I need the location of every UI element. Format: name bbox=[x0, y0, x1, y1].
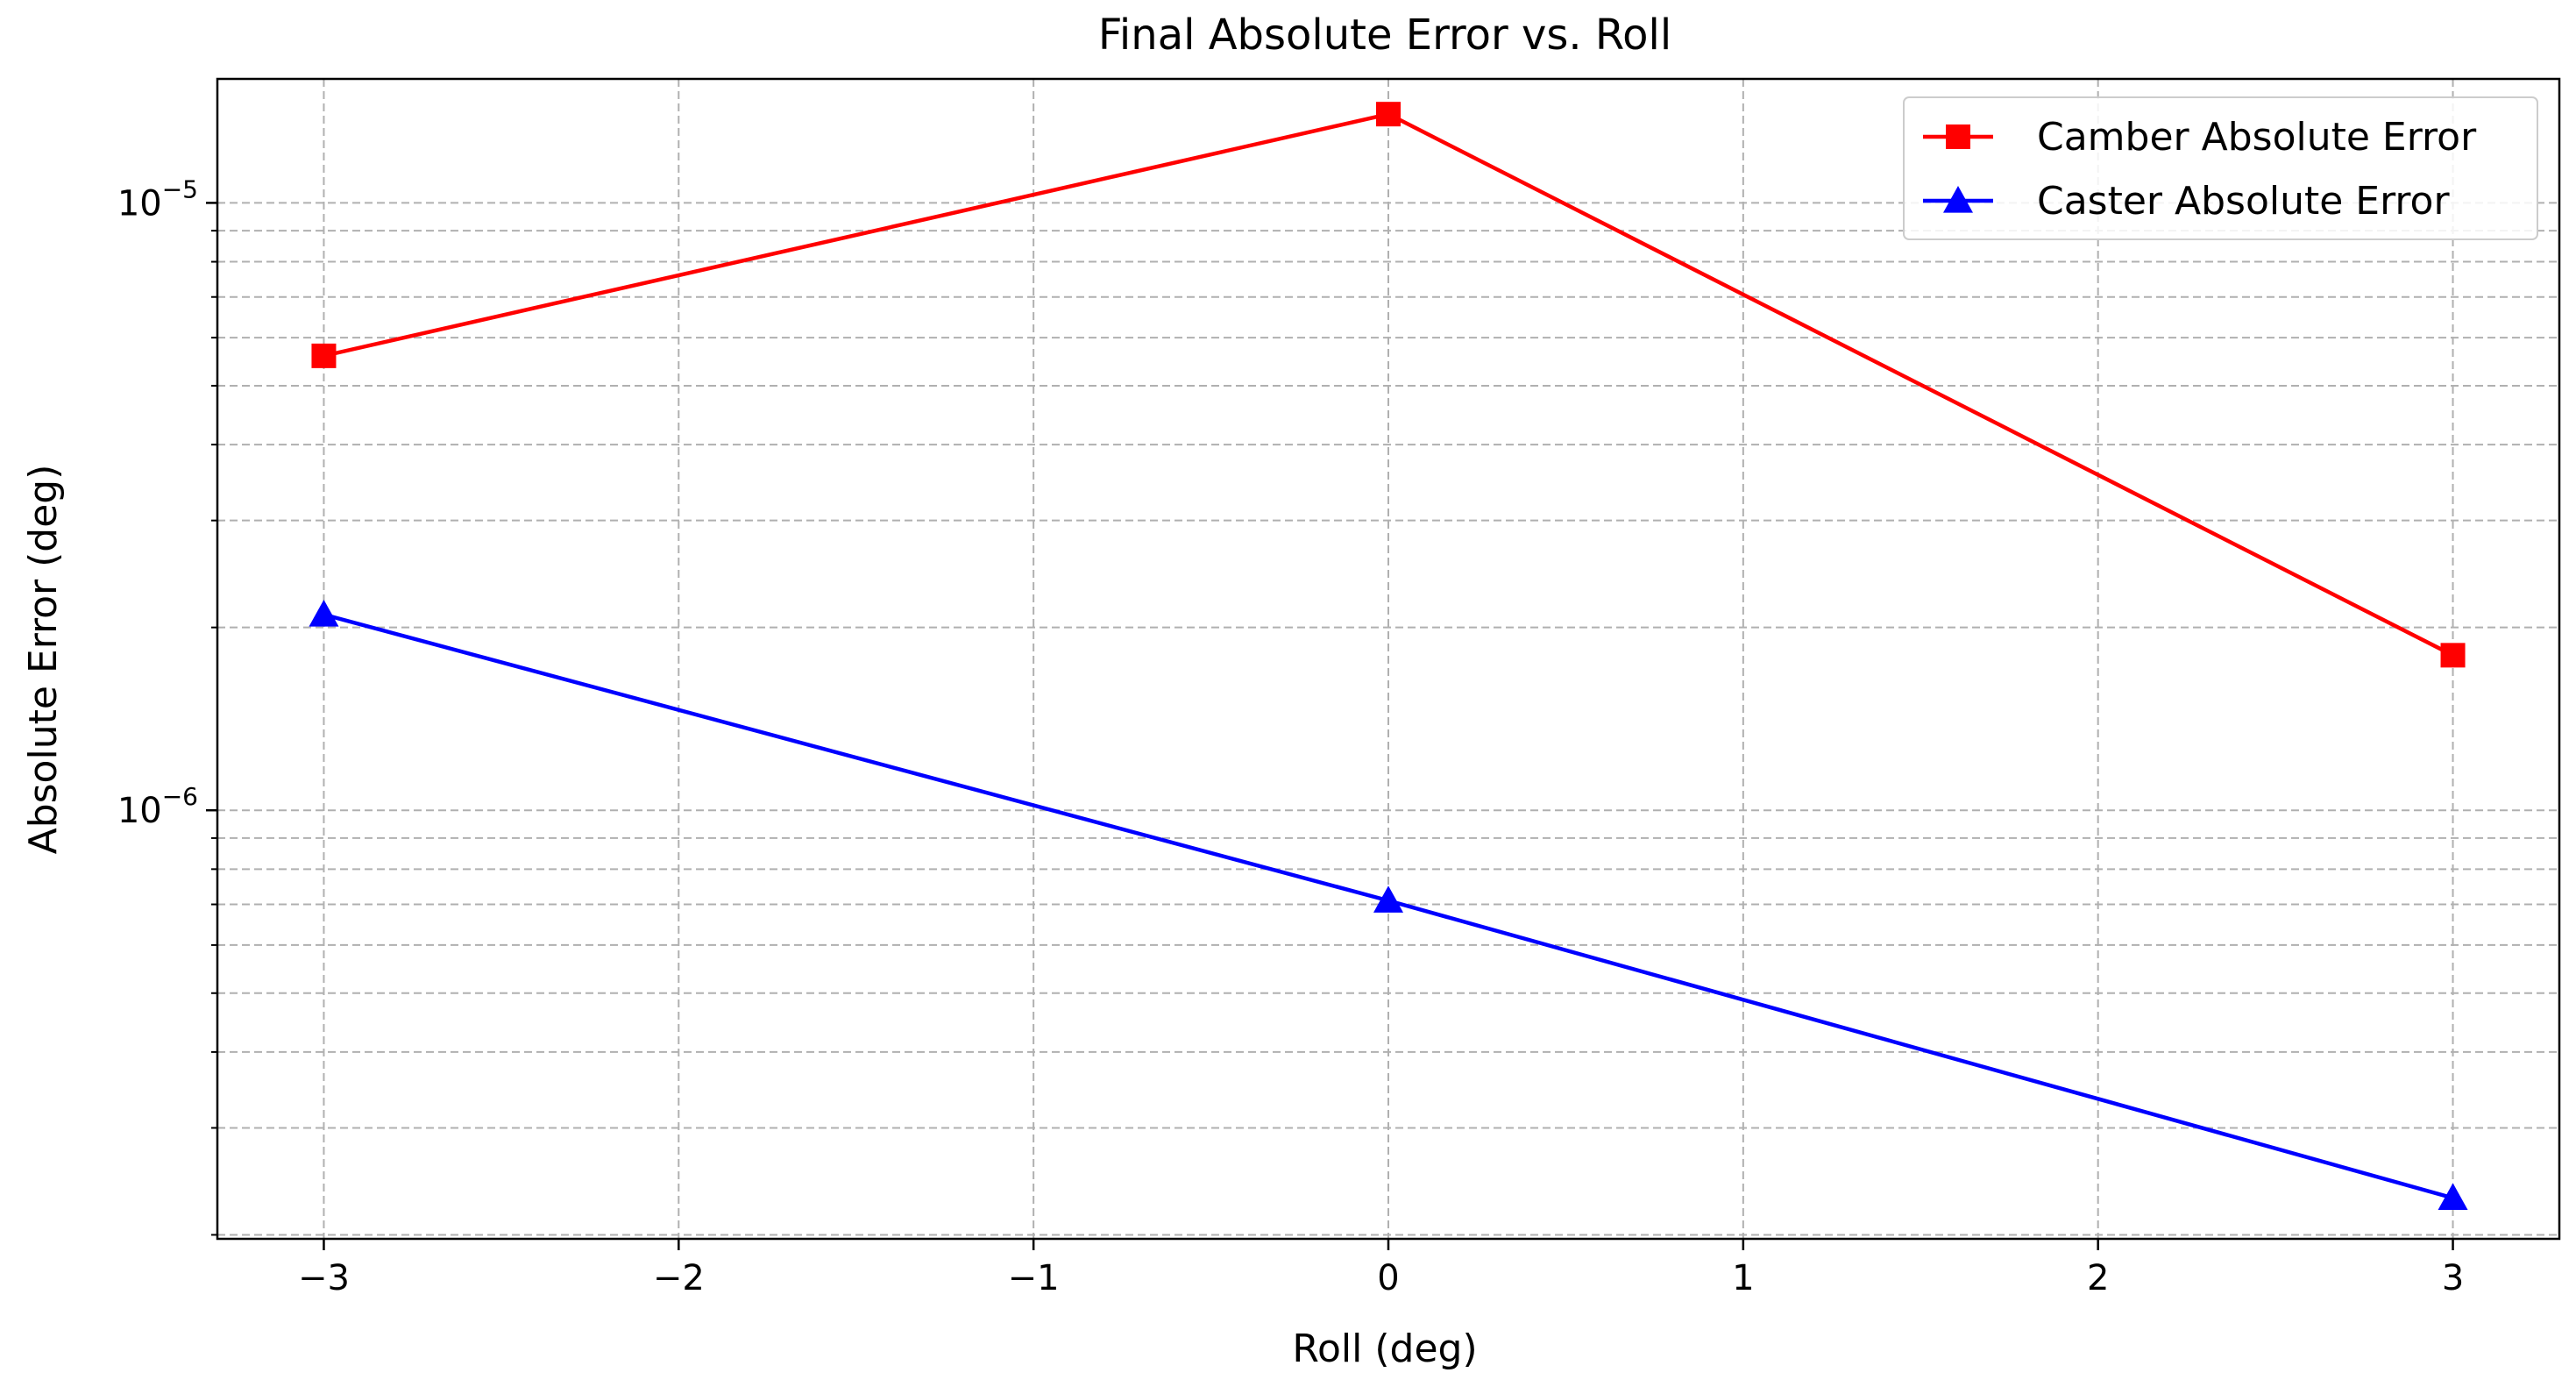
legend-marker bbox=[1946, 124, 1970, 149]
series-1 bbox=[311, 102, 2466, 668]
legend-entry: Camber Absolute Error bbox=[1923, 115, 2477, 160]
y-tick-label: 10−5 bbox=[117, 174, 198, 224]
legend-label: Camber Absolute Error bbox=[2037, 115, 2477, 160]
legend-label: Caster Absolute Error bbox=[2037, 179, 2450, 224]
data-point-marker bbox=[311, 343, 337, 368]
x-tick-label: −1 bbox=[1008, 1258, 1060, 1298]
x-tick-label: −3 bbox=[298, 1258, 350, 1298]
x-tick-label: −2 bbox=[653, 1258, 705, 1298]
legend-box bbox=[1903, 96, 2538, 240]
y-axis-label: Absolute Error (deg) bbox=[21, 465, 66, 855]
series-2 bbox=[309, 599, 2468, 1211]
legend: Camber Absolute Error Caster Absolute Err… bbox=[1903, 96, 2538, 240]
data-point-marker bbox=[1376, 102, 1401, 127]
x-tick-label: 1 bbox=[1732, 1258, 1754, 1298]
data-point-marker bbox=[309, 599, 339, 627]
legend-marker bbox=[1943, 186, 1973, 213]
data-point-marker bbox=[1373, 886, 1403, 913]
data-point-marker bbox=[2438, 1183, 2468, 1211]
y-axis: 10−6 10−5 bbox=[117, 174, 217, 1236]
x-tick-label: 2 bbox=[2087, 1258, 2109, 1298]
chart-title: Final Absolute Error vs. Roll bbox=[1098, 11, 1671, 60]
x-tick-label: 0 bbox=[1377, 1258, 1399, 1298]
series-layer bbox=[309, 102, 2468, 1211]
legend-entry: Caster Absolute Error bbox=[1923, 179, 2450, 224]
data-point-marker bbox=[2440, 643, 2466, 668]
y-tick-label: 10−6 bbox=[117, 782, 198, 831]
x-axis-label: Roll (deg) bbox=[1292, 1327, 1477, 1371]
x-axis: −3 −2 −1 0 1 2 3 bbox=[298, 1239, 2464, 1298]
x-tick-label: 3 bbox=[2442, 1258, 2464, 1298]
